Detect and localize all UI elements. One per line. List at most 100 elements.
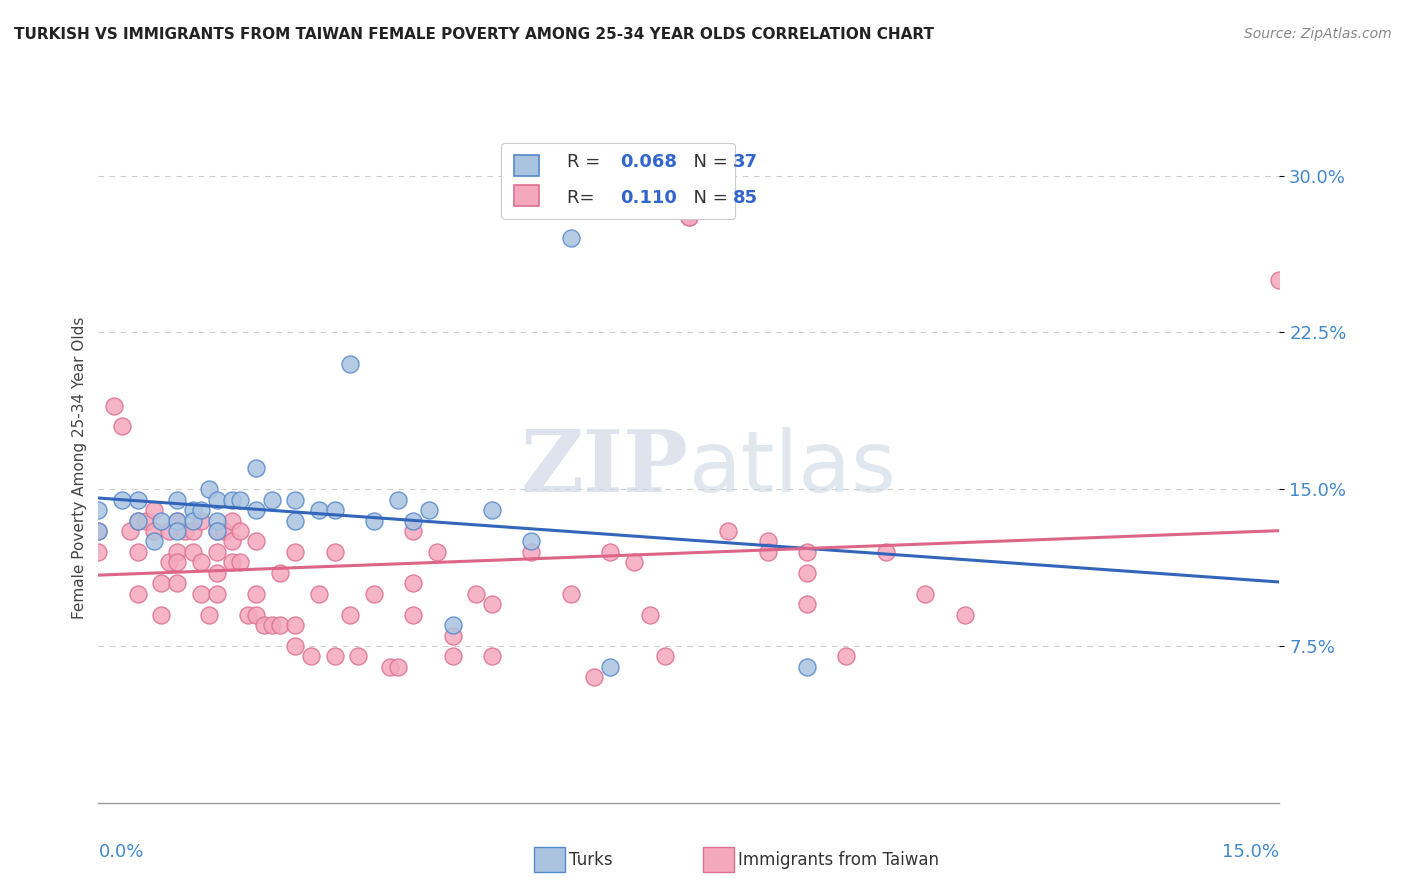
Point	[166, 514, 188, 528]
Point	[111, 419, 134, 434]
Point	[142, 534, 165, 549]
Point	[142, 503, 165, 517]
Text: 0.110: 0.110	[620, 188, 676, 207]
Point	[197, 607, 219, 622]
Point	[214, 524, 236, 538]
Point	[426, 545, 449, 559]
Point	[118, 524, 141, 538]
Point	[914, 587, 936, 601]
Point	[339, 607, 361, 622]
Point	[269, 618, 291, 632]
Point	[654, 649, 676, 664]
Text: 0.068: 0.068	[620, 153, 678, 171]
Point	[796, 597, 818, 611]
Point	[756, 545, 779, 559]
Text: Immigrants from Taiwan: Immigrants from Taiwan	[738, 851, 939, 869]
Point	[599, 545, 621, 559]
Point	[441, 649, 464, 664]
Point	[253, 618, 276, 632]
Point	[205, 514, 228, 528]
Point	[441, 628, 464, 642]
Point	[308, 503, 330, 517]
Point	[157, 555, 180, 569]
Point	[465, 587, 488, 601]
Point	[181, 503, 204, 517]
Y-axis label: Female Poverty Among 25-34 Year Olds: Female Poverty Among 25-34 Year Olds	[72, 318, 87, 619]
Text: 0.0%: 0.0%	[98, 843, 143, 861]
Point	[181, 545, 204, 559]
Point	[520, 534, 543, 549]
Point	[378, 660, 401, 674]
Point	[87, 545, 110, 559]
Point	[323, 649, 346, 664]
Point	[221, 492, 243, 507]
Point	[127, 492, 149, 507]
Point	[197, 482, 219, 496]
Point	[308, 587, 330, 601]
Text: atlas: atlas	[689, 426, 897, 510]
Point	[166, 492, 188, 507]
Point	[181, 514, 204, 528]
Point	[205, 566, 228, 580]
Point	[638, 607, 661, 622]
Point	[127, 587, 149, 601]
Point	[87, 503, 110, 517]
Point	[221, 514, 243, 528]
Point	[835, 649, 858, 664]
Point	[221, 534, 243, 549]
Point	[520, 545, 543, 559]
Point	[166, 545, 188, 559]
Point	[205, 587, 228, 601]
Point	[402, 514, 425, 528]
Point	[363, 514, 385, 528]
Point	[205, 492, 228, 507]
Point	[229, 492, 252, 507]
Text: 15.0%: 15.0%	[1222, 843, 1279, 861]
Point	[560, 231, 582, 245]
Point	[166, 514, 188, 528]
Point	[166, 524, 188, 538]
Point	[87, 524, 110, 538]
Point	[402, 607, 425, 622]
Point	[299, 649, 322, 664]
Text: R =: R =	[567, 153, 606, 171]
Point	[181, 524, 204, 538]
Point	[481, 503, 503, 517]
Point	[583, 670, 606, 684]
Point	[623, 555, 645, 569]
Point	[269, 566, 291, 580]
Point	[796, 660, 818, 674]
Text: Source: ZipAtlas.com: Source: ZipAtlas.com	[1244, 27, 1392, 41]
Point	[229, 555, 252, 569]
Point	[221, 555, 243, 569]
Point	[560, 587, 582, 601]
Point	[111, 492, 134, 507]
Point	[127, 545, 149, 559]
Point	[150, 576, 173, 591]
Point	[1268, 273, 1291, 287]
Point	[127, 514, 149, 528]
Point	[717, 524, 740, 538]
Point	[150, 514, 173, 528]
Legend:                               ,                               : ,	[501, 143, 735, 219]
Point	[481, 649, 503, 664]
Point	[103, 399, 125, 413]
Point	[323, 503, 346, 517]
Point	[599, 660, 621, 674]
Point	[157, 524, 180, 538]
Point	[284, 639, 307, 653]
Point	[245, 607, 267, 622]
Point	[323, 545, 346, 559]
Point	[127, 514, 149, 528]
Point	[363, 587, 385, 601]
Text: 85: 85	[733, 188, 758, 207]
Text: ZIP: ZIP	[522, 426, 689, 510]
Point	[190, 555, 212, 569]
Point	[245, 587, 267, 601]
Point	[142, 524, 165, 538]
Point	[284, 514, 307, 528]
Point	[229, 524, 252, 538]
Point	[190, 587, 212, 601]
Point	[418, 503, 440, 517]
Point	[678, 211, 700, 225]
